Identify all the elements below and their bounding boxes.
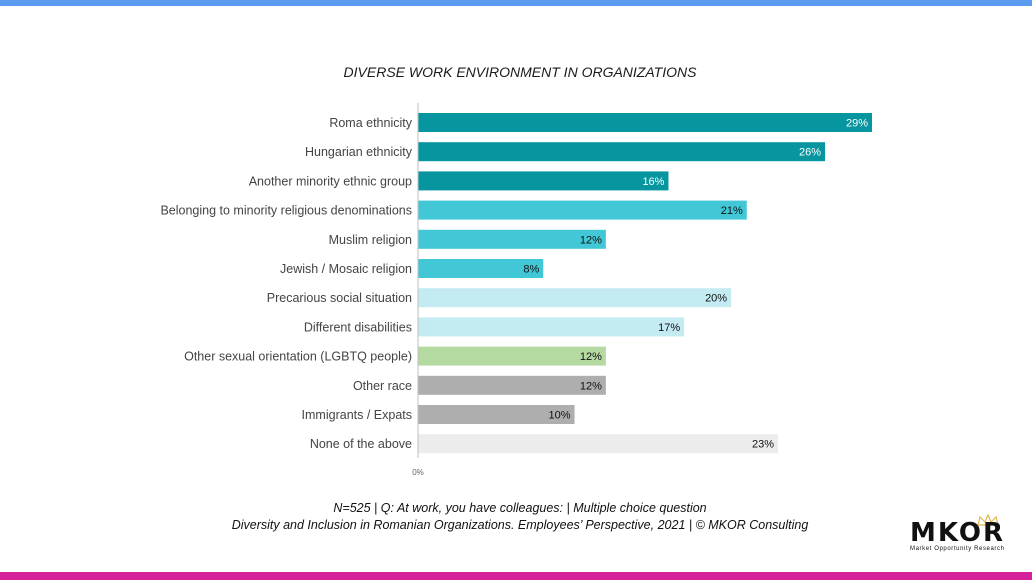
value-label: 29% [846, 118, 868, 130]
bar [418, 317, 685, 337]
bar [418, 434, 779, 454]
value-label: 16% [642, 176, 664, 188]
value-label: 23% [752, 439, 774, 451]
value-label: 12% [580, 380, 602, 392]
bottom-accent-bar [0, 572, 1032, 580]
bar [418, 346, 606, 366]
category-label: None of the above [310, 437, 412, 451]
category-label: Hungarian ethnicity [305, 145, 413, 159]
category-label: Roma ethnicity [329, 116, 412, 130]
category-label: Immigrants / Expats [302, 408, 412, 422]
bar [418, 113, 872, 132]
category-label: Other sexual orientation (LGBTQ people) [184, 350, 412, 364]
footnote-question: N=525 | Q: At work, you have colleagues:… [333, 501, 707, 515]
chart-title: DIVERSE WORK ENVIRONMENT IN ORGANIZATION… [343, 64, 697, 80]
category-label: Different disabilities [304, 320, 412, 334]
value-label: 17% [658, 322, 680, 334]
value-label: 12% [580, 351, 602, 363]
category-label: Another minority ethnic group [249, 174, 412, 188]
value-label: 21% [721, 205, 743, 217]
bar [418, 142, 826, 162]
logo-tagline: Market Opportunity Research [910, 546, 1005, 552]
bar [418, 171, 669, 191]
bar [418, 259, 544, 278]
category-label: Muslim religion [329, 233, 412, 247]
bar [418, 375, 606, 395]
bar-chart: Roma ethnicity 29% Hungarian ethnicity 26% A… [160, 103, 872, 477]
top-accent-bar [0, 0, 1032, 6]
x-tick-label: 0% [412, 468, 424, 477]
mkor-logo: MKOR Market Opportunity Research [906, 514, 1018, 558]
footnote-source: Diversity and Inclusion in Romanian Orga… [231, 518, 809, 532]
category-label: Jewish / Mosaic religion [280, 262, 412, 276]
bar [418, 229, 606, 249]
value-label: 20% [705, 293, 727, 305]
bar [418, 200, 747, 220]
value-label: 26% [799, 147, 821, 159]
logo-wordmark: MKOR [910, 518, 1005, 548]
value-label: 8% [523, 264, 539, 276]
value-label: 10% [549, 410, 571, 422]
crown-icon [977, 514, 999, 526]
category-label: Other race [353, 379, 412, 393]
bar [418, 405, 575, 424]
category-label: Precarious social situation [267, 291, 412, 305]
category-label: Belonging to minority religious denomina… [160, 204, 412, 218]
bar [418, 288, 732, 308]
value-label: 12% [580, 234, 602, 246]
